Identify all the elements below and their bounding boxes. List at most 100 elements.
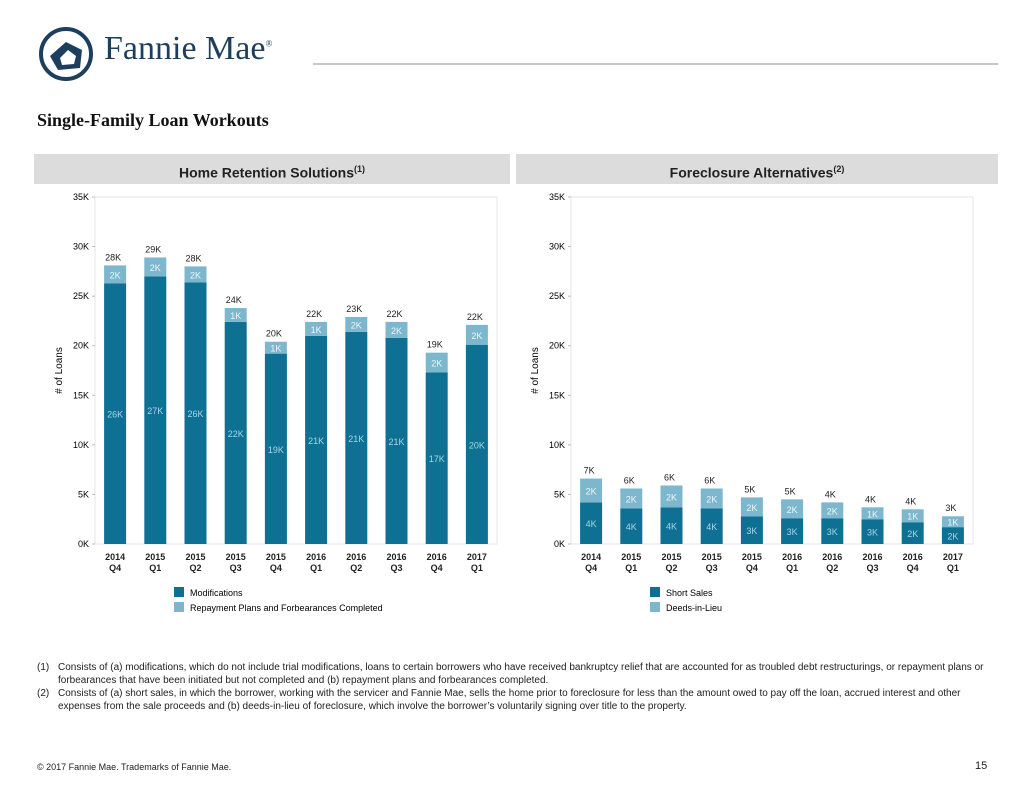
bar-segment [345, 316, 368, 332]
bar-segment [740, 497, 763, 517]
bar-segment [305, 335, 328, 544]
bar-segment [465, 324, 488, 345]
footnote: (2) Consists of (a) short sales, in which… [37, 687, 997, 713]
total-label: 4K [865, 494, 876, 504]
total-label: 22K [467, 312, 483, 322]
value-label: 2K [666, 492, 677, 502]
y-tick-label: 10K [73, 440, 89, 450]
bar-segment [781, 499, 804, 519]
bar-segment [620, 488, 643, 509]
value-label: 3K [867, 528, 878, 538]
legend-swatch [174, 602, 184, 612]
total-label: 22K [306, 309, 322, 319]
bar-segment [740, 516, 763, 544]
x-tick-label: 2016 Q2 [346, 552, 367, 573]
bar-segment [700, 508, 723, 544]
value-label: 17K [429, 454, 445, 464]
x-tick-label: 2017 Q1 [942, 552, 963, 573]
value-label: 22K [228, 429, 244, 439]
x-tick-label: 2016 Q3 [386, 552, 407, 573]
bar-segment [901, 522, 924, 544]
total-label: 5K [744, 484, 755, 494]
value-label: 26K [107, 410, 123, 420]
rule [313, 63, 998, 65]
x-tick-label: 2015 Q4 [741, 552, 762, 573]
bar-segment [700, 488, 723, 509]
x-tick-label: 2017 Q1 [466, 552, 487, 573]
value-label: 3K [746, 526, 757, 536]
value-label: 2K [351, 320, 362, 330]
chart-title: Foreclosure Alternatives [669, 164, 834, 181]
chart: 0K 5K 10K 15K 20K 25K 30K 35K # of Loans 4K 2K 7K 4K… [530, 192, 974, 613]
value-label: 1K [311, 325, 322, 335]
bar-segment [861, 507, 884, 520]
value-label: 2K [626, 494, 637, 504]
page-title: Single-Family Loan Workouts [37, 110, 269, 130]
total-label: 5K [785, 486, 796, 496]
y-tick-label: 30K [73, 242, 89, 252]
bar-segment [425, 352, 448, 373]
value-label: 20K [469, 440, 485, 450]
value-label: 1K [230, 311, 241, 321]
value-label: 4K [666, 522, 677, 532]
bar-segment [425, 372, 448, 544]
bar-segment [580, 502, 603, 544]
bar-segment [264, 353, 287, 544]
legend-swatch [650, 602, 660, 612]
x-tick-label: 2016 Q3 [862, 552, 883, 573]
bar-segment [264, 341, 287, 354]
value-label: 4K [586, 519, 597, 529]
bar-segment [861, 519, 884, 544]
total-label: 3K [945, 503, 956, 513]
bar-segment [941, 516, 964, 528]
x-tick-label: 2015 Q1 [145, 552, 166, 573]
value-label: 1K [907, 512, 918, 522]
total-label: 28K [105, 252, 121, 262]
bar-segment [345, 331, 368, 544]
copyright: © 2017 Fannie Mae. Trademarks of Fannie … [37, 762, 232, 772]
bar-segment [660, 507, 683, 544]
page-number: 15 [975, 760, 988, 772]
plot-frame [570, 196, 974, 545]
x-tick-label: 2014 Q4 [105, 552, 126, 573]
x-tick-label: 2016 Q1 [306, 552, 327, 573]
y-tick-label: 25K [73, 291, 89, 301]
value-label: 2K [746, 503, 757, 513]
bar-segment [305, 321, 328, 336]
value-label: 21K [348, 434, 364, 444]
legend-label: Deeds-in-Lieu [666, 603, 722, 613]
bar-segment [465, 344, 488, 544]
bar-segment [620, 508, 643, 544]
x-tick-label: 2015 Q2 [661, 552, 682, 573]
y-tick-label: 5K [78, 489, 89, 499]
bar-segment [184, 282, 207, 544]
x-tick-label: 2016 Q2 [822, 552, 843, 573]
total-label: 6K [664, 473, 675, 483]
bar-segment [144, 276, 167, 544]
bar-segment [385, 337, 408, 544]
y-tick-label: 30K [549, 242, 565, 252]
bar-segment [660, 485, 683, 508]
total-label: 4K [825, 489, 836, 499]
total-label: 6K [704, 475, 715, 485]
footnote-text: Consists of (a) modifications, which do … [58, 662, 984, 686]
total-label: 29K [145, 244, 161, 254]
y-tick-label: 35K [549, 192, 565, 202]
total-label: 23K [346, 304, 362, 314]
value-label: 2K [150, 263, 161, 273]
value-label: 2K [827, 506, 838, 516]
bar-segment [821, 502, 844, 519]
x-tick-label: 2015 Q3 [225, 552, 246, 573]
footnote: (1) Consists of (a) modifications, which … [37, 661, 997, 687]
value-label: 2K [471, 331, 482, 341]
bar-segment [104, 283, 127, 544]
y-tick-label: 20K [73, 341, 89, 351]
value-label: 27K [147, 406, 163, 416]
footnote-marker: (2) [37, 688, 50, 699]
title-note: (2) [833, 164, 845, 174]
x-tick-label: 2015 Q1 [621, 552, 642, 573]
bar-segment [385, 321, 408, 338]
total-label: 22K [386, 309, 402, 319]
y-tick-label: 15K [73, 390, 89, 400]
